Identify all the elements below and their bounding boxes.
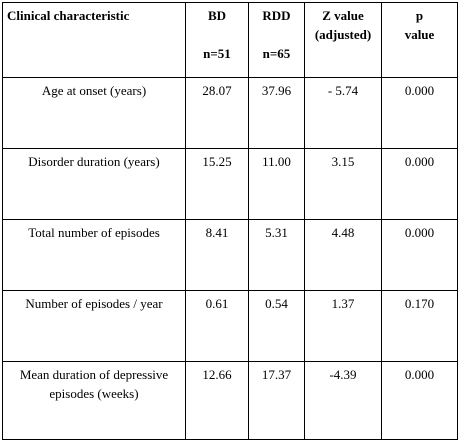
cell-p-value: 0.000 bbox=[381, 148, 458, 220]
cell-bd: 28.07 bbox=[185, 77, 249, 149]
cell-characteristic: Number of episodes / year bbox=[2, 290, 186, 362]
cell-z-value: 1.37 bbox=[304, 290, 382, 362]
header-row: Clinical characteristic BD n=51 RDD n=65… bbox=[2, 2, 458, 78]
cell-bd: 0.61 bbox=[185, 290, 249, 362]
cell-z-value: -4.39 bbox=[304, 361, 382, 440]
cell-bd: 12.66 bbox=[185, 361, 249, 440]
header-rdd: RDD n=65 bbox=[248, 2, 305, 78]
cell-rdd: 0.54 bbox=[248, 290, 305, 362]
cell-rdd: 5.31 bbox=[248, 219, 305, 291]
cell-p-value: 0.170 bbox=[381, 290, 458, 362]
cell-p-value: 0.000 bbox=[381, 361, 458, 440]
header-p-value: p value bbox=[381, 2, 458, 78]
cell-z-value: - 5.74 bbox=[304, 77, 382, 149]
table-row: Mean duration of depressive episodes (we… bbox=[2, 361, 458, 440]
table-row: Age at onset (years) 28.07 37.96- 5.74 0.00… bbox=[2, 77, 458, 149]
cell-z-value: 4.48 bbox=[304, 219, 382, 291]
header-z-value: Z value (adjusted) bbox=[304, 2, 382, 78]
cell-characteristic: Age at onset (years) bbox=[2, 77, 186, 149]
header-rdd-n: n=65 bbox=[262, 46, 291, 61]
cell-characteristic: Total number of episodes bbox=[2, 219, 186, 291]
header-bd-label: BD bbox=[207, 8, 227, 23]
header-rdd-label: RDD bbox=[262, 8, 291, 23]
cell-p-value: 0.000 bbox=[381, 77, 458, 149]
header-bd: BD n=51 bbox=[185, 2, 249, 78]
cell-rdd: 11.00 bbox=[248, 148, 305, 220]
header-clinical-characteristic: Clinical characteristic bbox=[2, 2, 186, 78]
cell-p-value: 0.000 bbox=[381, 219, 458, 291]
cell-bd: 8.41 bbox=[185, 219, 249, 291]
clinical-characteristics-table: Clinical characteristic BD n=51 RDD n=65… bbox=[2, 2, 458, 440]
cell-z-value: 3.15 bbox=[304, 148, 382, 220]
header-bd-n: n=51 bbox=[203, 46, 231, 61]
table-row: Number of episodes / year 0.61 0.54 1.37 0.1… bbox=[2, 290, 458, 362]
cell-rdd: 17.37 bbox=[248, 361, 305, 440]
table-row: Total number of episodes 8.41 5.31 4.48 0.00… bbox=[2, 219, 458, 291]
cell-characteristic: Mean duration of depressive episodes (we… bbox=[2, 361, 186, 440]
cell-rdd: 37.96 bbox=[248, 77, 305, 149]
cell-characteristic: Disorder duration (years) bbox=[2, 148, 186, 220]
cell-bd: 15.25 bbox=[185, 148, 249, 220]
table-row: Disorder duration (years) 15.25 11.00 3.15 0… bbox=[2, 148, 458, 220]
